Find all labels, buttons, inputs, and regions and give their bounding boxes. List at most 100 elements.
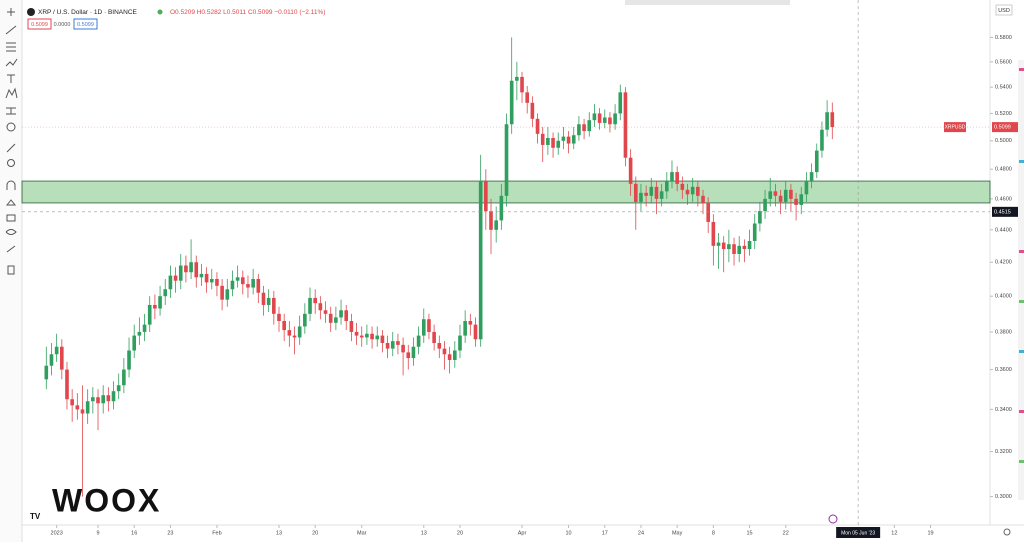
candle-body xyxy=(375,335,380,340)
candle-body xyxy=(442,348,447,355)
toolbar-icons[interactable] xyxy=(5,8,18,275)
fib-tool[interactable] xyxy=(6,42,16,52)
lock-tool[interactable] xyxy=(6,214,16,222)
x-tick-label: 20 xyxy=(312,530,318,536)
candle-body xyxy=(556,140,561,148)
candle-body xyxy=(106,395,111,402)
candle-body xyxy=(75,405,80,410)
candle-body xyxy=(178,265,183,281)
xabcd-tool[interactable] xyxy=(5,87,18,99)
icon-tool[interactable] xyxy=(6,122,16,132)
x-tick-label: Feb xyxy=(212,530,221,536)
candle-body xyxy=(163,289,168,297)
candle-body xyxy=(680,183,685,190)
candle-body xyxy=(184,265,188,273)
candle-body xyxy=(665,180,669,192)
currency-box[interactable] xyxy=(995,4,1013,16)
trash-tool[interactable] xyxy=(7,265,15,275)
ruler-tool[interactable] xyxy=(6,143,16,153)
candle-body xyxy=(235,277,240,281)
event-marker[interactable] xyxy=(828,514,838,524)
candle-body xyxy=(561,136,566,141)
candle-body xyxy=(582,124,586,132)
candle-body xyxy=(421,319,426,336)
x-tick-label: 12 xyxy=(891,530,897,536)
candle-body xyxy=(701,195,705,204)
candle-body xyxy=(587,120,592,132)
x-tick-label: 13 xyxy=(421,530,427,536)
y-tick-label: 0.3600 xyxy=(995,367,1012,373)
candle-body xyxy=(799,194,804,205)
candle-body xyxy=(65,369,69,400)
candle-body xyxy=(116,385,121,392)
last-price-label: 0.5099 xyxy=(994,125,1011,131)
x-tick-label: 23 xyxy=(167,530,173,536)
settings-icon[interactable] xyxy=(1003,528,1011,536)
candle-body xyxy=(675,172,679,184)
candle-body xyxy=(282,321,286,331)
candle-body xyxy=(742,245,747,250)
candle-body xyxy=(566,136,571,144)
measure-tool[interactable] xyxy=(6,107,16,115)
candle-body xyxy=(60,346,64,370)
candle-body xyxy=(334,317,338,323)
candle-body xyxy=(814,150,819,173)
candle-body xyxy=(670,172,674,181)
candle-body xyxy=(127,350,131,370)
candle-body xyxy=(437,343,442,349)
candle-body xyxy=(313,297,318,304)
x-tick-label: 8 xyxy=(712,530,715,536)
trendline-tool[interactable] xyxy=(5,25,17,35)
candle-body xyxy=(401,344,405,353)
candle-body xyxy=(654,186,659,199)
lock-draw-tool[interactable] xyxy=(5,199,17,206)
candle-body xyxy=(747,240,752,250)
sell-button[interactable] xyxy=(27,18,52,30)
candle-body xyxy=(530,102,535,119)
candle-body xyxy=(484,180,488,212)
zoom-tool[interactable] xyxy=(7,159,15,167)
magnet-tool[interactable] xyxy=(6,180,16,190)
text-tool[interactable] xyxy=(7,74,15,83)
candle-body xyxy=(230,280,235,290)
candle-body xyxy=(768,191,773,199)
side-panel xyxy=(1018,60,1024,500)
y-tick-label: 0.5600 xyxy=(995,59,1012,65)
candle-body xyxy=(406,352,411,359)
candle-body xyxy=(256,278,261,293)
candle-body xyxy=(390,341,395,349)
x-tick-label: Apr xyxy=(518,530,527,536)
candle-body xyxy=(240,277,245,285)
candle-body xyxy=(509,80,514,125)
candle-body xyxy=(292,335,297,338)
candle-body xyxy=(173,275,178,281)
candle-body xyxy=(452,350,457,360)
candle-body xyxy=(359,335,364,338)
candle-body xyxy=(535,118,540,134)
candle-body xyxy=(727,244,731,250)
candle-body xyxy=(385,343,390,349)
x-tick-label: 2023 xyxy=(51,530,63,536)
side-marker xyxy=(1019,350,1024,353)
candle-body xyxy=(649,186,654,196)
ohlc-values: O0.5209 H0.5282 L0.5011 C0.5099 −0.0110 … xyxy=(170,9,325,16)
candle-body xyxy=(142,324,147,332)
pattern-tool[interactable] xyxy=(5,58,18,67)
candle-body xyxy=(70,399,74,406)
link-tool[interactable] xyxy=(6,245,16,253)
candle-body xyxy=(752,223,757,241)
x-tick-label: 9 xyxy=(96,530,99,536)
buy-button[interactable] xyxy=(73,18,98,30)
candle-body xyxy=(158,296,162,309)
candle-body xyxy=(354,331,359,336)
y-tick-label: 0.5800 xyxy=(995,35,1012,41)
candle-body xyxy=(91,397,95,402)
crosshair-tool[interactable] xyxy=(7,8,15,16)
candle-body xyxy=(432,331,436,344)
candle-body xyxy=(613,113,617,125)
x-tick-label: 22 xyxy=(783,530,789,536)
candle-body xyxy=(504,124,509,196)
x-tick-label: 19 xyxy=(927,530,933,536)
visibility-tool[interactable] xyxy=(5,229,17,235)
candle-body xyxy=(380,335,385,344)
